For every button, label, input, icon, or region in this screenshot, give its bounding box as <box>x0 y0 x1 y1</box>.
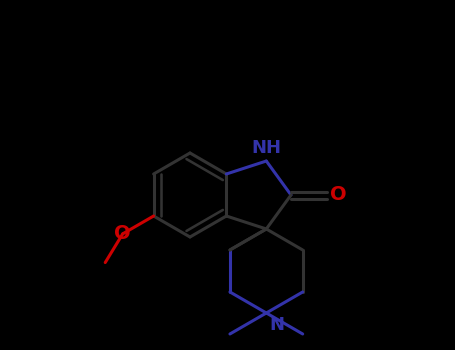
Text: NH: NH <box>251 139 281 157</box>
Text: N: N <box>269 316 284 334</box>
Text: O: O <box>330 186 346 204</box>
Text: O: O <box>114 224 131 243</box>
